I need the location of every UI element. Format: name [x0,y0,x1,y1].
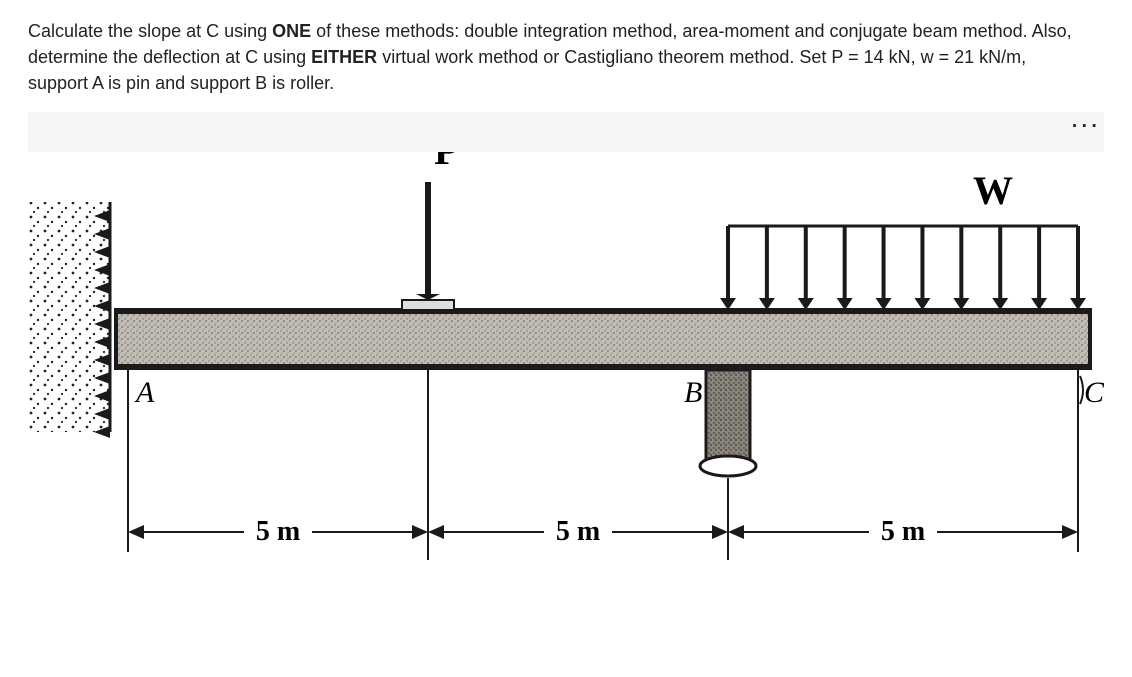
text: of these methods: double integration met… [311,21,1071,41]
text: Calculate the slope at C using [28,21,272,41]
text: determine the deflection at C using [28,47,311,67]
ellipsis-icon[interactable]: ... [1071,102,1100,134]
diagram-band [28,112,1104,152]
problem-statement: Calculate the slope at C using ONE of th… [0,0,1132,102]
text: support A is pin and support B is roller… [28,73,334,93]
bold: EITHER [311,47,377,67]
svg-text:5 m: 5 m [256,516,300,547]
svg-text:A: A [134,376,155,409]
svg-text:W: W [973,168,1013,213]
beam-svg: PWABC5 m5 m5 m [28,102,1104,622]
svg-text:C: C [1084,376,1104,409]
svg-text:5 m: 5 m [556,516,600,547]
svg-text:B: B [684,376,702,409]
text: virtual work method or Castigliano theor… [377,47,1026,67]
svg-text:5 m: 5 m [881,516,925,547]
bold: ONE [272,21,311,41]
diagram: ... PWABC5 m5 m5 m [28,102,1104,622]
